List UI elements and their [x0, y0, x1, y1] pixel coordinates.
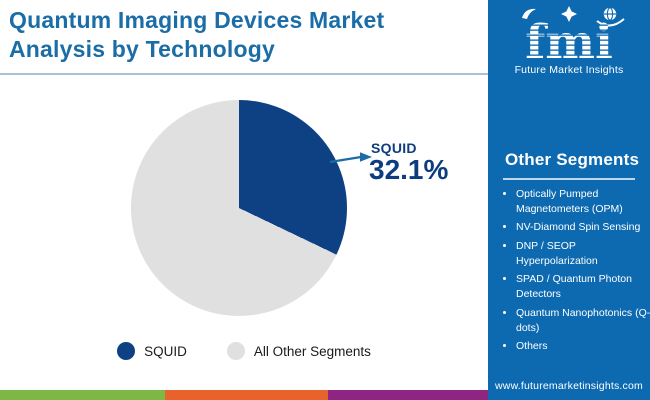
other-segment-item: Quantum Nanophotonics (Q-dots) — [516, 306, 650, 336]
fmi-logo-graphic: fmi — [522, 6, 625, 70]
strip-purple — [328, 390, 488, 400]
chart-legend: SQUID All Other Segments — [0, 342, 488, 360]
other-segment-item: DNP / SEOP Hyperpolarization — [516, 239, 650, 269]
logo-tagline: Future Market Insights — [514, 64, 624, 76]
strip-green — [0, 390, 165, 400]
other-segments-list: Optically Pumped Magnetometers (OPM) NV-D… — [501, 187, 650, 357]
logo-brand-text: fmi — [525, 15, 613, 62]
sidebar: fmi Future Market Insights Other Segment… — [488, 0, 650, 400]
chart-panel: Quantum Imaging Devices Market Analysis … — [0, 7, 488, 400]
other-segment-item: NV-Diamond Spin Sensing — [516, 220, 650, 235]
logo-globe-icon — [596, 7, 625, 27]
footer-color-strip — [0, 390, 488, 400]
other-segments-heading: Other Segments — [505, 150, 640, 169]
legend-label-others: All Other Segments — [253, 343, 371, 359]
legend-swatch-squid — [117, 342, 136, 360]
legend-item-others: All Other Segments — [226, 342, 371, 360]
legend-label-squid: SQUID — [144, 343, 187, 359]
other-segment-item: Optically Pumped Magnetometers (OPM) — [516, 187, 650, 217]
callout-arrow-icon — [329, 152, 372, 164]
website-link[interactable]: www.futuremarketinsights.com — [495, 380, 643, 392]
callout-value: 32.1% — [369, 154, 449, 185]
legend-item-squid: SQUID — [117, 342, 187, 360]
header-divider — [0, 73, 488, 75]
callout-label: SQUID — [371, 140, 417, 156]
sidebar-divider — [503, 178, 635, 180]
other-segment-item: Others — [516, 339, 650, 354]
pie-chart — [131, 100, 347, 316]
legend-swatch-others — [226, 342, 245, 360]
strip-orange — [165, 390, 328, 400]
fmi-logo: fmi Future Market Insights — [488, 6, 650, 76]
page-title: Quantum Imaging Devices Market Analysis … — [9, 7, 385, 63]
other-segment-item: SPAD / Quantum Photon Detectors — [516, 272, 650, 302]
logo-bird-icon — [522, 8, 536, 19]
logo-compass-icon — [561, 6, 577, 22]
